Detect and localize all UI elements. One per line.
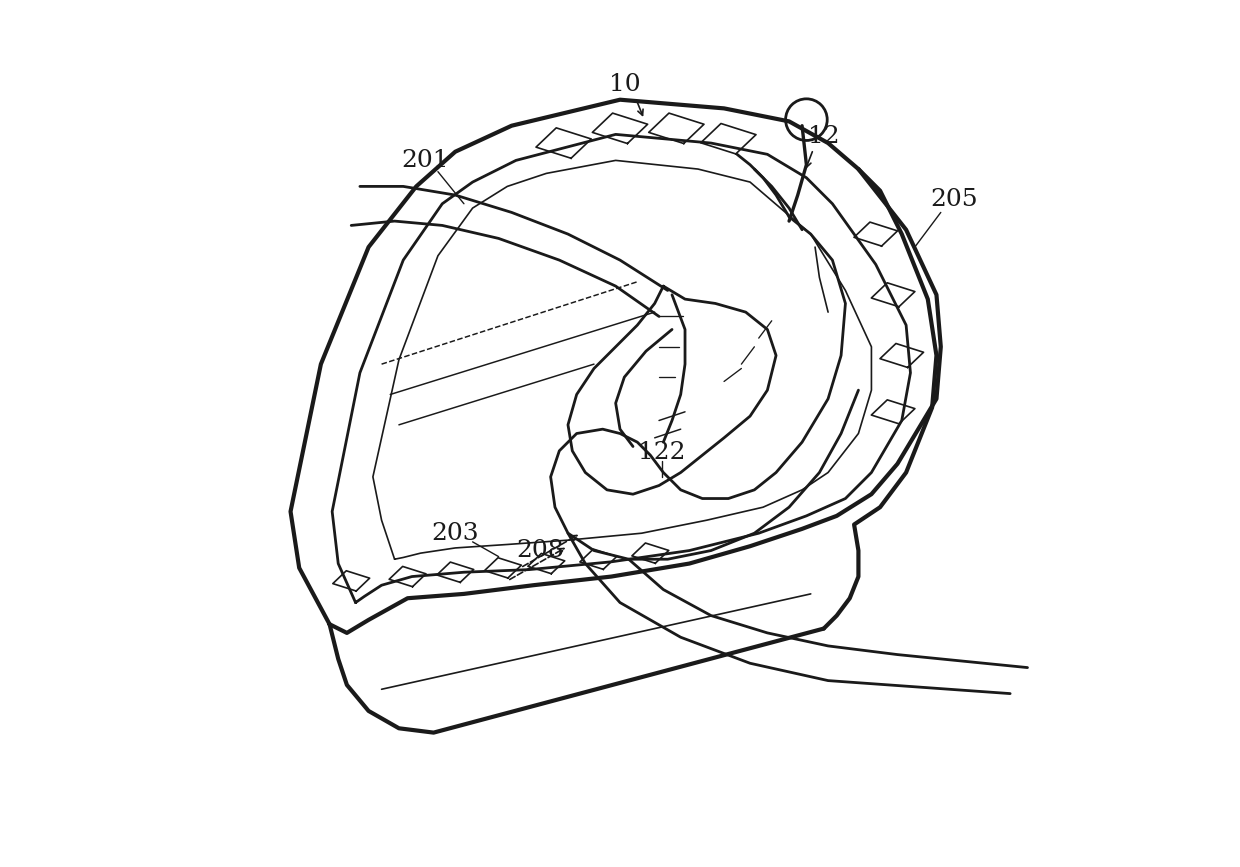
Text: 203: 203 — [432, 522, 479, 544]
Text: 10: 10 — [609, 74, 640, 96]
Text: 205: 205 — [930, 188, 977, 211]
Text: 122: 122 — [637, 441, 686, 464]
Text: 201: 201 — [402, 149, 449, 172]
Text: 12: 12 — [808, 126, 839, 148]
Text: 208: 208 — [516, 539, 564, 562]
